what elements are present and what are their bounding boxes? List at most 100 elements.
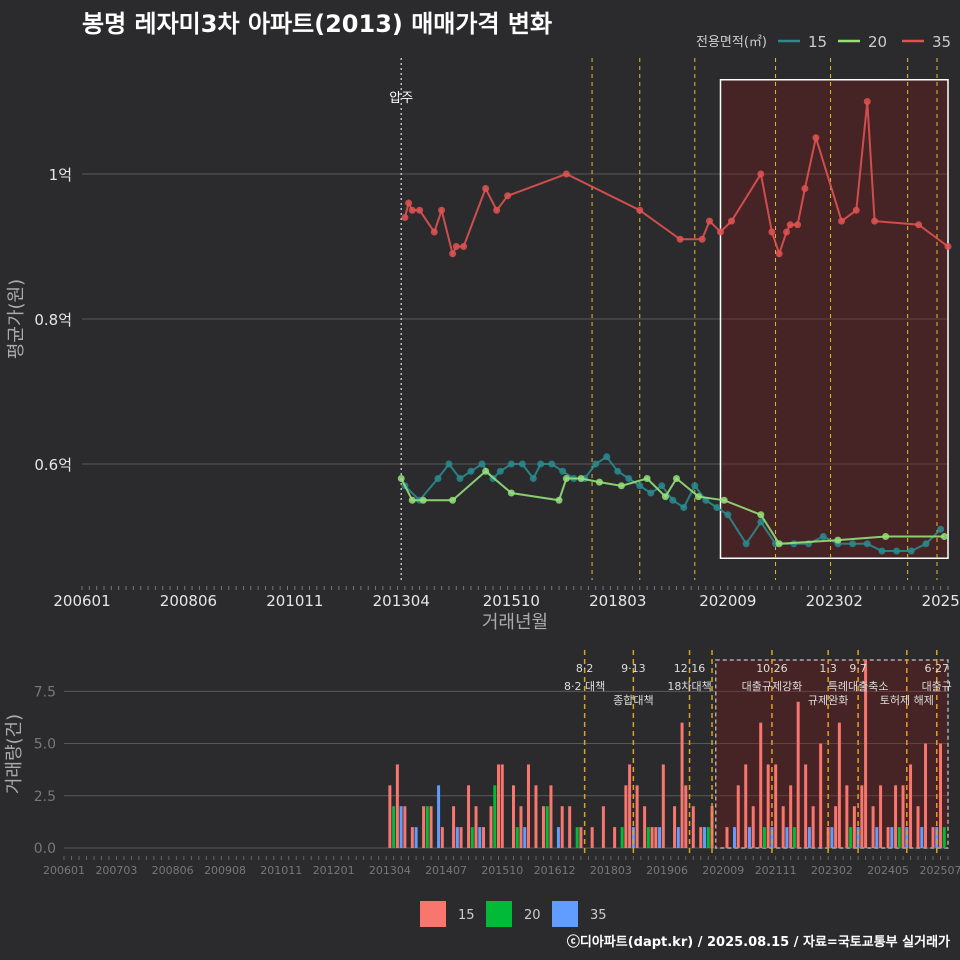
bar-35	[875, 827, 879, 848]
bar-15	[939, 743, 943, 848]
data-point-15	[863, 540, 871, 548]
highlight-box	[719, 79, 949, 559]
bar-20	[792, 827, 796, 848]
bar-35	[523, 827, 527, 848]
bar-x-tick-label: 200806	[152, 864, 194, 877]
bar-x-tick-label: 201407	[425, 864, 467, 877]
bar-15	[500, 764, 504, 848]
data-point-20	[419, 496, 427, 504]
bar-20	[706, 827, 710, 848]
data-point-15	[496, 467, 504, 475]
bar-x-tick-label: 201304	[369, 864, 411, 877]
data-point-15	[548, 460, 556, 468]
x-tick-label: 202302	[806, 592, 863, 610]
data-point-15	[518, 460, 526, 468]
bar-35	[414, 827, 418, 848]
bar-15	[766, 764, 770, 848]
data-point-35	[812, 134, 820, 142]
data-point-35	[871, 217, 879, 225]
data-point-15	[922, 540, 930, 548]
bar-20	[425, 806, 429, 848]
bar-20	[470, 827, 474, 848]
x-axis-title: 거래년월	[482, 612, 548, 633]
bar-15	[568, 806, 572, 848]
bar-x-tick-label: 200703	[95, 864, 137, 877]
bar-15	[467, 785, 471, 848]
x-tick-label: 201510	[483, 592, 540, 610]
event-date: 9·7	[849, 662, 867, 675]
bar-20	[762, 827, 766, 848]
data-point-35	[852, 206, 860, 214]
bar-15	[601, 806, 605, 848]
bar-15	[751, 806, 755, 848]
data-point-20	[617, 482, 625, 490]
data-point-15	[456, 475, 464, 482]
bar-35	[747, 827, 751, 848]
bar-20	[392, 806, 396, 848]
x-tick-label: 201011	[266, 592, 323, 610]
bar-15	[654, 827, 658, 848]
bar-15	[635, 785, 639, 848]
data-point-35	[775, 250, 783, 258]
data-point-35	[783, 228, 791, 236]
data-point-15	[537, 460, 545, 468]
bar-35	[830, 827, 834, 848]
bar-15	[909, 764, 913, 848]
data-point-20	[694, 493, 702, 501]
data-point-15	[937, 525, 945, 533]
bar-x-tick-label: 200908	[204, 864, 246, 877]
bar-x-tick-label: 201201	[313, 864, 355, 877]
bar-15	[590, 827, 594, 848]
bar-x-tick-label: 202009	[702, 864, 744, 877]
data-point-35	[915, 221, 923, 229]
data-point-15	[636, 482, 644, 490]
bar-15	[834, 806, 838, 848]
legend-label-15: 15	[808, 33, 827, 51]
bar-15	[489, 806, 493, 848]
legend-label-35: 35	[932, 33, 951, 51]
bar-15	[459, 827, 463, 848]
data-point-15	[614, 467, 622, 475]
data-point-15	[625, 475, 633, 482]
data-point-20	[482, 467, 490, 475]
data-point-15	[742, 540, 750, 548]
bar-15	[871, 806, 875, 848]
data-point-35	[449, 250, 457, 258]
data-point-15	[724, 511, 732, 519]
bar-15	[789, 785, 793, 848]
data-point-15	[691, 482, 699, 490]
bar-35	[399, 806, 403, 848]
legend-title: 전용면적(㎡)	[696, 35, 767, 50]
bar-legend-key-20	[486, 901, 512, 927]
data-point-20	[449, 496, 457, 504]
bar-35	[770, 827, 774, 848]
x-tick-label: 201803	[589, 592, 646, 610]
data-point-20	[555, 496, 563, 504]
x-tick-label: 200806	[160, 592, 217, 610]
bar-15	[519, 806, 523, 848]
data-point-15	[603, 453, 611, 461]
y-tick-label: 0.6억	[34, 456, 72, 474]
bar-15	[886, 827, 890, 848]
bar-y-tick-label: 5.0	[34, 737, 56, 753]
bar-20	[575, 827, 579, 848]
bar-15	[680, 722, 684, 848]
bar-15	[924, 743, 928, 848]
bar-20	[897, 827, 901, 848]
data-point-35	[944, 243, 952, 250]
bar-35	[478, 827, 482, 848]
data-point-35	[801, 185, 809, 192]
bar-legend-key-15	[420, 901, 446, 927]
event-label: 대출규	[922, 680, 952, 693]
bar-35	[437, 785, 441, 848]
bar-y-tick-label: 2.5	[34, 789, 56, 805]
bar-15	[560, 806, 564, 848]
data-point-20	[720, 496, 728, 504]
y-tick-label: 1억	[49, 166, 72, 184]
data-point-20	[562, 475, 570, 482]
bar-35	[856, 827, 860, 848]
data-point-35	[716, 228, 724, 236]
data-point-15	[445, 460, 453, 468]
footer-credit: ⓒ디아파트(dapt.kr) / 2025.08.15 / 자료=국토교통부 실…	[566, 935, 950, 950]
bar-15	[826, 827, 830, 848]
